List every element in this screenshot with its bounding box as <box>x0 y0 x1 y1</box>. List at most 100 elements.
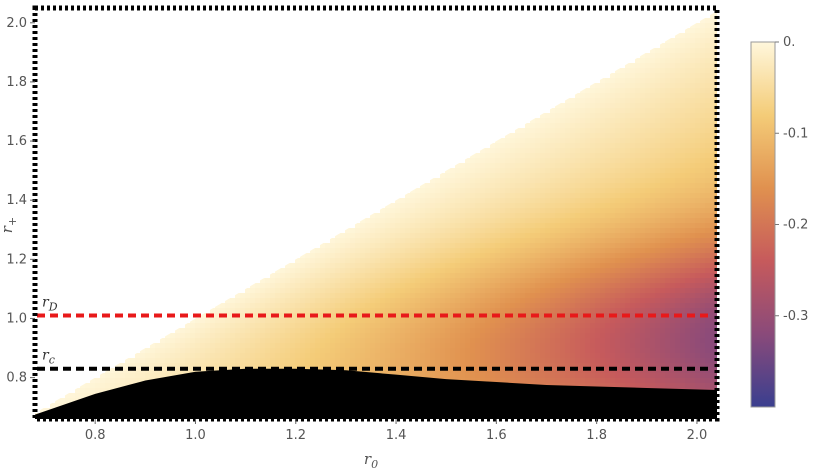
heatmap-cell <box>640 218 646 224</box>
heatmap-cell <box>505 373 511 379</box>
heatmap-cell <box>660 368 666 374</box>
heatmap-cell <box>705 148 711 154</box>
heatmap-cell <box>715 43 717 49</box>
heatmap-cell <box>550 373 556 379</box>
heatmap-cell <box>645 373 651 379</box>
heatmap-cell <box>345 258 351 264</box>
heatmap-cell <box>600 123 606 129</box>
heatmap-cell <box>220 353 226 359</box>
heatmap-cell <box>615 78 621 84</box>
heatmap-cell <box>655 158 661 164</box>
heatmap-cell <box>660 93 666 99</box>
heatmap-cell <box>560 358 566 364</box>
heatmap-cell <box>465 298 471 304</box>
heatmap-cell <box>645 258 651 264</box>
heatmap-cell <box>710 348 716 354</box>
heatmap-cell <box>575 173 581 179</box>
heatmap-cell <box>355 358 361 364</box>
heatmap-cell <box>580 313 586 319</box>
heatmap-cell <box>565 258 571 264</box>
heatmap-cell <box>685 58 691 64</box>
heatmap-cell <box>675 298 681 304</box>
heatmap-cell <box>635 353 641 359</box>
heatmap-cell <box>685 108 691 114</box>
heatmap-cell <box>380 338 386 344</box>
heatmap-cell <box>645 58 651 64</box>
heatmap-cell <box>635 123 641 129</box>
heatmap-cell <box>350 333 356 339</box>
heatmap-cell <box>620 178 626 184</box>
heatmap-cell <box>670 168 676 174</box>
heatmap-cell <box>645 143 651 149</box>
heatmap-cell <box>205 323 211 329</box>
heatmap-cell <box>690 208 696 214</box>
heatmap-cell <box>645 118 651 124</box>
heatmap-cell <box>330 253 336 259</box>
heatmap-cell <box>315 343 321 349</box>
heatmap-cell <box>710 308 716 314</box>
heatmap-cell <box>630 243 636 249</box>
heatmap-cell <box>580 218 586 224</box>
heatmap-cell <box>665 243 671 249</box>
heatmap-cell <box>680 193 686 199</box>
heatmap-cell <box>440 238 446 244</box>
heatmap-cell <box>570 358 576 364</box>
heatmap-cell <box>555 298 561 304</box>
heatmap-cell <box>540 298 546 304</box>
heatmap-cell <box>445 328 451 334</box>
heatmap-cell <box>345 293 351 299</box>
heatmap-cell <box>565 238 571 244</box>
heatmap-cell <box>415 278 421 284</box>
heatmap-cell <box>630 233 636 239</box>
heatmap-cell <box>385 213 391 219</box>
heatmap-cell <box>545 148 551 154</box>
heatmap-cell <box>390 348 396 354</box>
heatmap-cell <box>550 133 556 139</box>
heatmap-cell <box>635 378 641 384</box>
heatmap-cell <box>685 148 691 154</box>
heatmap-cell <box>540 198 546 204</box>
heatmap-cell <box>410 333 416 339</box>
heatmap-cell <box>675 48 681 54</box>
heatmap-cell <box>555 208 561 214</box>
heatmap-cell <box>540 333 546 339</box>
heatmap-cell <box>480 168 486 174</box>
heatmap-cell <box>690 58 696 64</box>
heatmap-cell <box>675 213 681 219</box>
heatmap-cell <box>490 223 496 229</box>
heatmap-cell <box>640 158 646 164</box>
heatmap-cell <box>705 283 711 289</box>
heatmap-cell <box>545 208 551 214</box>
heatmap-cell <box>630 358 636 364</box>
heatmap-cell <box>555 278 561 284</box>
heatmap-cell <box>285 263 291 269</box>
heatmap-cell <box>605 228 611 234</box>
heatmap-cell <box>540 348 546 354</box>
heatmap-cell <box>665 173 671 179</box>
heatmap-cell <box>475 273 481 279</box>
heatmap-cell <box>465 338 471 344</box>
heatmap-cell <box>490 348 496 354</box>
heatmap-cell <box>495 328 501 334</box>
heatmap-cell <box>625 283 631 289</box>
heatmap-cell <box>560 283 566 289</box>
heatmap-cell <box>570 283 576 289</box>
heatmap-cell <box>580 158 586 164</box>
heatmap-cell <box>585 368 591 374</box>
heatmap-cell <box>615 213 621 219</box>
heatmap-cell <box>255 353 261 359</box>
heatmap-cell <box>560 203 566 209</box>
heatmap-cell <box>645 218 651 224</box>
heatmap-cell <box>160 373 166 379</box>
heatmap-cell <box>635 293 641 299</box>
heatmap-cell <box>350 298 356 304</box>
heatmap-cell <box>645 348 651 354</box>
heatmap-cell <box>655 358 661 364</box>
heatmap-cell <box>495 323 501 329</box>
heatmap-cell <box>520 353 526 359</box>
heatmap-cell <box>690 318 696 324</box>
heatmap-cell <box>565 363 571 369</box>
heatmap-cell <box>490 263 496 269</box>
heatmap-cell <box>235 363 241 369</box>
heatmap-cell <box>615 193 621 199</box>
